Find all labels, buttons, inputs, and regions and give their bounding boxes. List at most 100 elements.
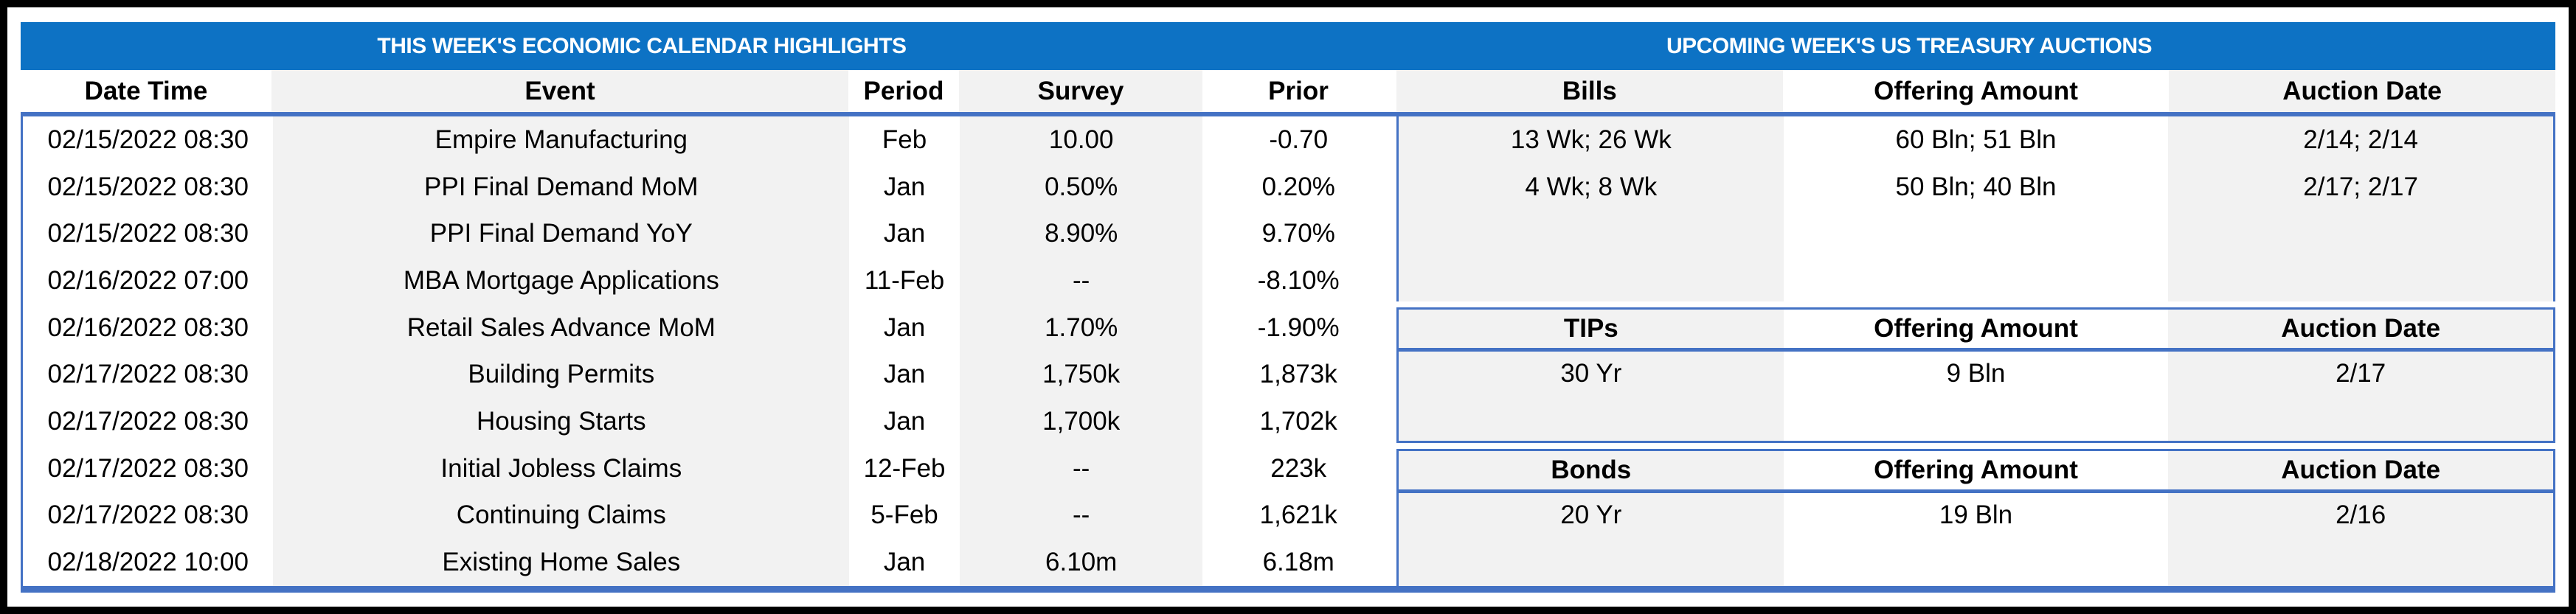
cell-date-time: 02/15/2022 08:30 <box>47 172 249 201</box>
cell-period: Jan <box>883 313 926 342</box>
cell-period: Jan <box>883 360 926 389</box>
empty-cell <box>2168 396 2553 441</box>
column-header-bills-auction-date: Auction Date <box>2169 70 2555 112</box>
table-row: 02/17/2022 08:30 Housing Starts Jan 1,70… <box>23 398 1394 445</box>
tips-header-rule <box>1399 348 2553 352</box>
cell-bills-auction-date: 2/17; 2/17 <box>2168 164 2553 211</box>
cell-survey: 0.50% <box>959 163 1203 211</box>
cell-prior: 1,702k <box>1259 407 1337 436</box>
empty-rows <box>1399 396 2553 441</box>
column-header-bonds-offering-amount: Offering Amount <box>1874 456 2078 484</box>
table-row: 02/15/2022 08:30 Empire Manufacturing Fe… <box>23 116 1394 164</box>
cell-date-time: 02/17/2022 08:30 <box>47 500 249 530</box>
cell-event: Retail Sales Advance MoM <box>273 304 850 352</box>
column-header-survey: Survey <box>959 70 1202 112</box>
table-row: 02/17/2022 08:30 Building Permits Jan 1,… <box>23 351 1394 399</box>
empty-cell <box>1399 211 1784 301</box>
cell-prior: 6.18m <box>1262 548 1334 577</box>
cell-tips-offering-amount: 9 Bln <box>1946 359 2006 388</box>
cell-event: Building Permits <box>273 351 850 399</box>
cell-survey: -- <box>959 257 1203 304</box>
table-row: 20 Yr 19 Bln 2/16 <box>1399 493 2553 537</box>
column-header-bills: Bills <box>1396 70 1783 112</box>
cell-period: Jan <box>883 219 926 248</box>
bonds-header-row: Bonds Offering Amount Auction Date <box>1399 451 2553 489</box>
empty-cell <box>2168 537 2553 586</box>
cell-period: Jan <box>883 407 926 436</box>
cell-event: Empire Manufacturing <box>273 116 850 164</box>
cell-bills-offering-amount: 60 Bln; 51 Bln <box>1895 125 2057 154</box>
cell-prior: 223k <box>1270 453 1327 483</box>
cell-prior: -1.90% <box>1257 313 1340 342</box>
header-rule <box>21 112 2555 116</box>
cell-period: 5-Feb <box>870 500 938 530</box>
cell-period: Jan <box>883 548 926 577</box>
cell-period: Feb <box>882 125 927 154</box>
empty-cell <box>1399 537 1784 586</box>
table-row: 02/15/2022 08:30 PPI Final Demand YoY Ja… <box>23 210 1394 258</box>
table-row: 02/16/2022 08:30 Retail Sales Advance Mo… <box>23 304 1394 352</box>
cell-prior: -8.10% <box>1257 265 1340 295</box>
empty-cell <box>1784 396 2169 441</box>
auctions-panel-title: UPCOMING WEEK'S US TREASURY AUCTIONS <box>1666 33 2153 58</box>
calendar-band-section: THIS WEEK'S ECONOMIC CALENDAR HIGHLIGHTS <box>21 22 1263 70</box>
table-row: 02/18/2022 10:00 Existing Home Sales Jan… <box>23 539 1394 587</box>
cell-date-time: 02/15/2022 08:30 <box>47 219 249 248</box>
cell-prior: 9.70% <box>1261 219 1335 248</box>
cell-date-time: 02/16/2022 07:00 <box>47 265 249 295</box>
table-row: 30 Yr 9 Bln 2/17 <box>1399 352 2553 396</box>
cell-event: Existing Home Sales <box>273 539 850 587</box>
bonds-header-rule <box>1399 489 2553 493</box>
cell-prior: 1,621k <box>1259 500 1337 530</box>
column-header-tips-auction-date: Auction Date <box>2168 310 2553 348</box>
cell-bills-security: 13 Wk; 26 Wk <box>1399 116 1784 164</box>
calendar-table: 02/15/2022 08:30 Empire Manufacturing Fe… <box>21 116 1394 587</box>
bills-header-row: Bills Offering Amount Auction Date <box>1396 70 2555 112</box>
cell-date-time: 02/16/2022 08:30 <box>47 313 249 342</box>
table-bottom-rule <box>21 586 2555 593</box>
empty-rows <box>1399 211 2553 301</box>
column-header-prior: Prior <box>1268 76 1329 105</box>
cell-date-time: 02/18/2022 10:00 <box>47 548 249 577</box>
cell-period: Jan <box>883 172 926 201</box>
cell-survey: 1,750k <box>959 351 1203 399</box>
column-header-bills-offering-amount: Offering Amount <box>1874 76 2078 105</box>
empty-cell <box>1784 211 2169 301</box>
cell-bonds-offering-amount: 19 Bln <box>1939 500 2013 529</box>
cell-event: PPI Final Demand YoY <box>273 210 850 258</box>
bonds-section: Bonds Offering Amount Auction Date 20 Yr… <box>1396 449 2555 586</box>
column-header-date-time: Date Time <box>84 76 208 105</box>
empty-cell <box>2168 211 2553 301</box>
cell-survey: -- <box>959 444 1203 492</box>
cell-bonds-auction-date: 2/16 <box>2168 493 2553 537</box>
cell-survey: 1.70% <box>959 304 1203 352</box>
cell-bonds-security: 20 Yr <box>1399 493 1784 537</box>
header-band: THIS WEEK'S ECONOMIC CALENDAR HIGHLIGHTS… <box>21 22 2555 70</box>
column-header-tips: TIPs <box>1399 310 1784 348</box>
cell-date-time: 02/17/2022 08:30 <box>47 360 249 389</box>
cell-date-time: 02/17/2022 08:30 <box>47 407 249 436</box>
empty-rows <box>1399 537 2553 586</box>
cell-bills-auction-date: 2/14; 2/14 <box>2168 116 2553 164</box>
bills-section: 13 Wk; 26 Wk 60 Bln; 51 Bln 2/14; 2/14 4… <box>1396 116 2555 301</box>
cell-tips-auction-date: 2/17 <box>2168 352 2553 396</box>
cell-event: PPI Final Demand MoM <box>273 163 850 211</box>
table-row: 13 Wk; 26 Wk 60 Bln; 51 Bln 2/14; 2/14 <box>1399 116 2553 164</box>
table-row: 02/15/2022 08:30 PPI Final Demand MoM Ja… <box>23 163 1394 211</box>
tips-section: TIPs Offering Amount Auction Date 30 Yr … <box>1396 307 2555 443</box>
cell-survey: 8.90% <box>959 210 1203 258</box>
cell-survey: 10.00 <box>959 116 1203 164</box>
auctions-band-section: UPCOMING WEEK'S US TREASURY AUCTIONS <box>1263 22 2555 70</box>
cell-event: Initial Jobless Claims <box>273 444 850 492</box>
cell-period: 12-Feb <box>863 453 946 483</box>
cell-survey: 6.10m <box>959 539 1203 587</box>
cell-event: Continuing Claims <box>273 492 850 540</box>
column-header-tips-offering-amount: Offering Amount <box>1874 314 2078 343</box>
column-header-bonds-auction-date: Auction Date <box>2168 451 2553 489</box>
cell-period: 11-Feb <box>864 265 945 295</box>
column-header-event: Event <box>271 70 848 112</box>
cell-prior: 1,873k <box>1259 360 1337 389</box>
cell-event: Housing Starts <box>273 398 850 445</box>
column-header-bonds: Bonds <box>1399 451 1784 489</box>
